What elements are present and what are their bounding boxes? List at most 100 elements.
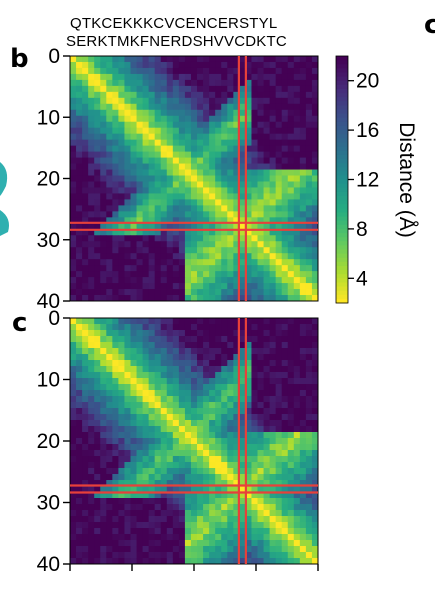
heatmap-cell <box>311 378 319 385</box>
heatmap-cell <box>166 516 174 523</box>
colorbar-segment <box>336 282 348 288</box>
heatmap-cell <box>76 372 83 379</box>
heatmap-cell <box>263 61 271 69</box>
heatmap-cell <box>178 414 186 421</box>
heatmap-cell <box>269 486 277 493</box>
heatmap-cell <box>178 390 186 397</box>
heatmap-cell <box>245 211 252 218</box>
heatmap-cell <box>178 354 186 361</box>
heatmap-cell <box>245 462 252 469</box>
heatmap-cell <box>142 348 150 355</box>
heatmap-cell <box>251 67 258 75</box>
heatmap-cell <box>239 157 246 164</box>
heatmap-cell <box>299 247 307 254</box>
heatmap-cell <box>209 348 216 355</box>
heatmap-cell <box>197 223 204 230</box>
heatmap-cell <box>275 372 283 379</box>
heatmap-cell <box>142 79 150 87</box>
heatmap-cell <box>148 372 156 379</box>
heatmap-cell <box>203 492 210 499</box>
heatmap-cell <box>311 115 319 123</box>
heatmap-cell <box>82 366 89 373</box>
heatmap-cell <box>112 163 119 170</box>
heatmap-cell <box>154 85 162 93</box>
heatmap-cell <box>172 139 180 147</box>
heatmap-cell <box>118 199 125 206</box>
heatmap-cell <box>70 396 77 403</box>
heatmap-cell <box>209 414 216 421</box>
heatmap-cell <box>190 247 198 254</box>
heatmap-cell <box>221 462 228 469</box>
heatmap-cell <box>154 402 162 409</box>
heatmap-cell <box>136 558 143 565</box>
heatmap-cell <box>142 277 150 284</box>
heatmap-cell <box>263 169 271 176</box>
heatmap-cell <box>233 241 240 248</box>
heatmap-cell <box>112 480 119 487</box>
heatmap-cell <box>148 103 156 111</box>
heatmap-cell <box>257 336 264 343</box>
heatmap-cell <box>106 61 113 69</box>
heatmap-cell <box>118 133 125 141</box>
heatmap-cell <box>299 259 307 266</box>
heatmap-cell <box>203 456 210 463</box>
heatmap-cell <box>221 534 228 541</box>
heatmap-cell <box>172 241 180 248</box>
heatmap-cell <box>70 510 77 517</box>
heatmap-cell <box>130 486 137 493</box>
heatmap-cell <box>257 175 264 182</box>
heatmap-cell <box>239 504 246 511</box>
heatmap-cell <box>154 498 162 505</box>
heatmap-cell <box>130 528 137 535</box>
colorbar-tick-label: 4 <box>356 267 368 290</box>
heatmap-cell <box>227 217 234 224</box>
heatmap-cell <box>118 336 125 343</box>
heatmap-cell <box>130 139 137 147</box>
heatmap-cell <box>190 73 198 81</box>
heatmap-cell <box>88 235 95 242</box>
heatmap-cell <box>124 360 131 367</box>
heatmap-cell <box>263 205 271 212</box>
heatmap-cell <box>263 330 271 337</box>
heatmap-cell <box>251 552 258 559</box>
heatmap-cell <box>148 450 156 457</box>
heatmap-cell <box>142 193 150 200</box>
heatmap-cell <box>184 199 192 206</box>
heatmap-cell <box>227 444 234 451</box>
heatmap-cell <box>251 229 258 236</box>
heatmap-cell <box>100 384 107 391</box>
heatmap-cell <box>299 480 307 487</box>
heatmap-cell <box>197 438 204 445</box>
heatmap-cell <box>154 151 162 158</box>
heatmap-cell <box>227 241 234 248</box>
heatmap-cell <box>106 223 113 230</box>
heatmap-cell <box>287 378 295 385</box>
heatmap-cell <box>154 295 162 302</box>
heatmap-cell <box>136 348 143 355</box>
heatmap-cell <box>293 91 301 99</box>
heatmap-cell <box>251 522 258 529</box>
heatmap-cell <box>136 342 143 349</box>
heatmap-cell <box>209 259 216 266</box>
heatmap-cell <box>190 91 198 99</box>
heatmap-cell <box>197 187 204 194</box>
heatmap-cell <box>166 277 174 284</box>
heatmap-cell <box>148 157 156 164</box>
heatmap-cell <box>88 438 95 445</box>
heatmap-cell <box>118 450 125 457</box>
heatmap-cell <box>263 360 271 367</box>
heatmap-cell <box>118 109 125 117</box>
heatmap-cell <box>106 348 113 355</box>
heatmap-cell <box>106 127 113 135</box>
heatmap-cell <box>100 56 107 63</box>
heatmap-cell <box>221 510 228 517</box>
heatmap-cell <box>221 61 228 69</box>
heatmap-cell <box>88 366 95 373</box>
heatmap-cell <box>275 558 283 565</box>
heatmap-cell <box>76 139 83 147</box>
colorbar-segment <box>336 233 348 238</box>
heatmap-cell <box>305 181 313 188</box>
heatmap-cell <box>245 283 252 290</box>
heatmap-cell <box>245 414 252 421</box>
